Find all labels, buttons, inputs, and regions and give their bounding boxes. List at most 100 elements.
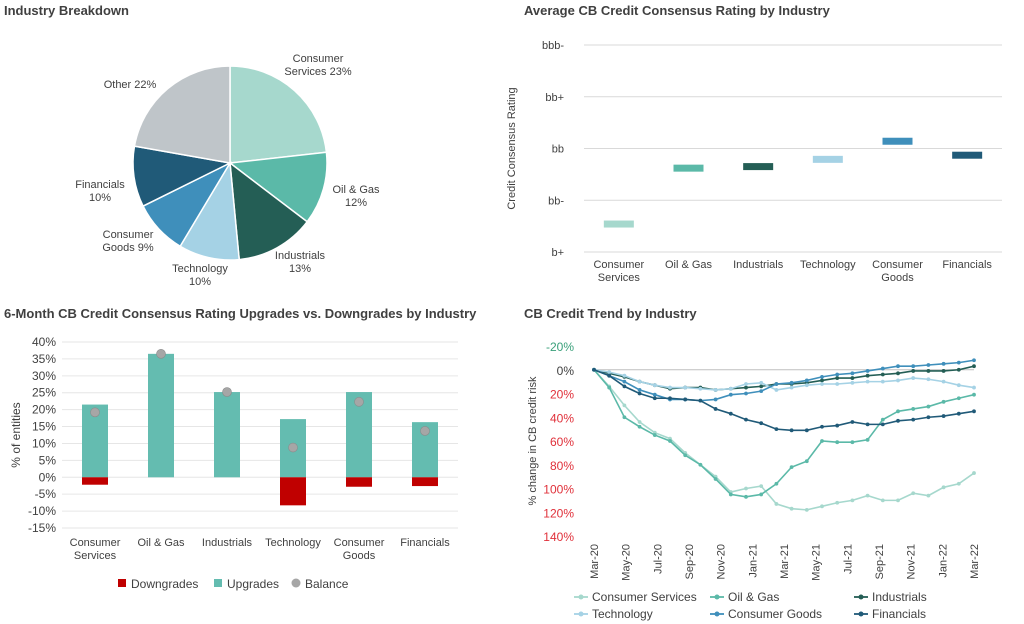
x-category-label: Technology	[265, 537, 321, 549]
trend-point-oil-gas	[774, 481, 779, 486]
trend-point-financials	[592, 367, 596, 372]
x-category-label: Consumer Goods	[334, 537, 385, 562]
rating-chart-title: Average CB Credit Consensus Rating by In…	[524, 3, 830, 18]
trend-point-technology	[713, 388, 718, 392]
trend-point-oil-gas	[759, 492, 764, 497]
trend-line-consumer-services	[593, 369, 975, 511]
y-tick-label: -15%	[28, 521, 56, 535]
trend-point-industrials	[896, 371, 900, 376]
trend-point-technology	[744, 382, 748, 386]
trend-point-technology	[668, 385, 672, 390]
trend-point-technology	[820, 382, 824, 386]
trend-point-consumer-services	[880, 498, 885, 503]
rating-marker-oil_gas	[673, 164, 704, 172]
legend-label: Consumer Services	[592, 590, 697, 604]
trend-point-technology	[804, 383, 809, 388]
downgrades-bar	[346, 477, 372, 487]
trend-point-financials	[637, 391, 642, 396]
downgrades-bar	[280, 477, 306, 506]
y-tick-label: 120%	[543, 506, 574, 520]
trend-point-industrials	[865, 373, 870, 378]
trend-point-oil-gas	[713, 477, 718, 481]
pie-slice-consumer-services	[229, 65, 328, 164]
trend-point-consumer-goods	[820, 374, 824, 379]
y-tick-label: 140%	[543, 530, 574, 544]
legend-marker	[858, 611, 864, 617]
legend-label: Financials	[872, 607, 926, 621]
y-tick-label: bb-	[548, 195, 564, 207]
x-category-label: Technology	[800, 259, 856, 271]
legend-marker	[578, 611, 584, 617]
legend-label: Industrials	[872, 590, 927, 604]
trend-point-technology	[865, 379, 870, 384]
trend-point-consumer-goods	[850, 371, 855, 376]
updown-chart-title: 6-Month CB Credit Consensus Rating Upgra…	[4, 306, 477, 321]
pie-label-consumer-goods: Consumer Goods 9%	[102, 229, 154, 254]
x-tick-label: Jul-20	[652, 544, 664, 574]
trend-point-oil-gas	[683, 453, 688, 458]
pie-slice-industrials	[229, 161, 309, 261]
trend-point-oil-gas	[607, 385, 612, 390]
trend-point-financials	[759, 421, 764, 426]
trend-point-oil-gas	[941, 399, 946, 404]
trend-point-consumer-goods	[835, 372, 840, 377]
trend-point-consumer-goods	[713, 397, 718, 402]
trend-point-financials	[789, 428, 794, 433]
trend-point-technology	[972, 385, 976, 390]
legend-label: Consumer Goods	[728, 607, 822, 621]
y-tick-label: bb	[552, 144, 564, 156]
pie-slice-other	[133, 65, 231, 164]
trend-point-oil-gas	[926, 404, 931, 409]
y-tick-label: 30%	[32, 369, 56, 383]
x-tick-label: May-21	[811, 544, 823, 581]
trend-point-financials	[668, 396, 672, 401]
x-category-label: Oil & Gas	[665, 259, 713, 271]
trend-point-technology	[774, 388, 779, 392]
trend-point-consumer-goods	[652, 392, 657, 397]
x-category-label: Oil & Gas	[137, 537, 185, 549]
y-tick-label: -5%	[35, 487, 57, 501]
trend-point-financials	[622, 384, 627, 389]
trend-point-consumer-services	[865, 493, 870, 498]
trend-point-consumer-services	[956, 481, 961, 486]
trend-line-oil-gas	[593, 369, 975, 498]
trend-point-technology	[911, 376, 916, 380]
x-category-label: Industrials	[202, 537, 253, 549]
trend-point-technology	[607, 370, 612, 375]
trend-point-financials	[911, 417, 916, 422]
legend-marker	[714, 594, 720, 600]
trend-point-consumer-goods	[956, 360, 961, 365]
trend-point-consumer-services	[789, 506, 794, 511]
x-tick-label: Jan-21	[747, 544, 759, 578]
x-tick-label: May-20	[621, 544, 633, 581]
x-tick-label: Nov-20	[716, 544, 728, 579]
balance-point	[354, 397, 364, 407]
trend-point-consumer-goods	[789, 380, 794, 385]
x-category-label: Financials	[942, 259, 992, 271]
upgrades-bar	[214, 392, 240, 478]
trend-point-oil-gas	[652, 433, 657, 437]
legend-marker	[578, 594, 584, 600]
trend-point-financials	[728, 411, 733, 416]
trend-point-consumer-goods	[774, 382, 779, 386]
trend-point-consumer-services	[896, 498, 900, 503]
trend-point-financials	[683, 397, 688, 402]
legend-label: Balance	[305, 577, 349, 591]
trend-point-consumer-goods	[880, 366, 885, 371]
x-category-label: Consumer Goods	[872, 259, 923, 284]
trend-point-financials	[926, 415, 931, 420]
trend-point-technology	[652, 383, 657, 388]
y-tick-label: -10%	[28, 504, 56, 518]
trend-point-consumer-goods	[941, 361, 946, 366]
trend-point-consumer-services	[926, 493, 931, 498]
x-tick-label: Jan-22	[937, 544, 949, 578]
x-tick-label: Mar-20	[589, 544, 601, 579]
trend-point-industrials	[926, 369, 931, 373]
legend-label: Technology	[592, 607, 653, 621]
trend-point-consumer-services	[622, 403, 627, 408]
trend-point-consumer-services	[804, 507, 809, 512]
trend-chart-title: CB Credit Trend by Industry	[524, 306, 697, 321]
trend-line-consumer-goods	[593, 359, 975, 402]
rating-marker-technology	[812, 155, 843, 163]
trend-point-oil-gas	[835, 440, 840, 445]
